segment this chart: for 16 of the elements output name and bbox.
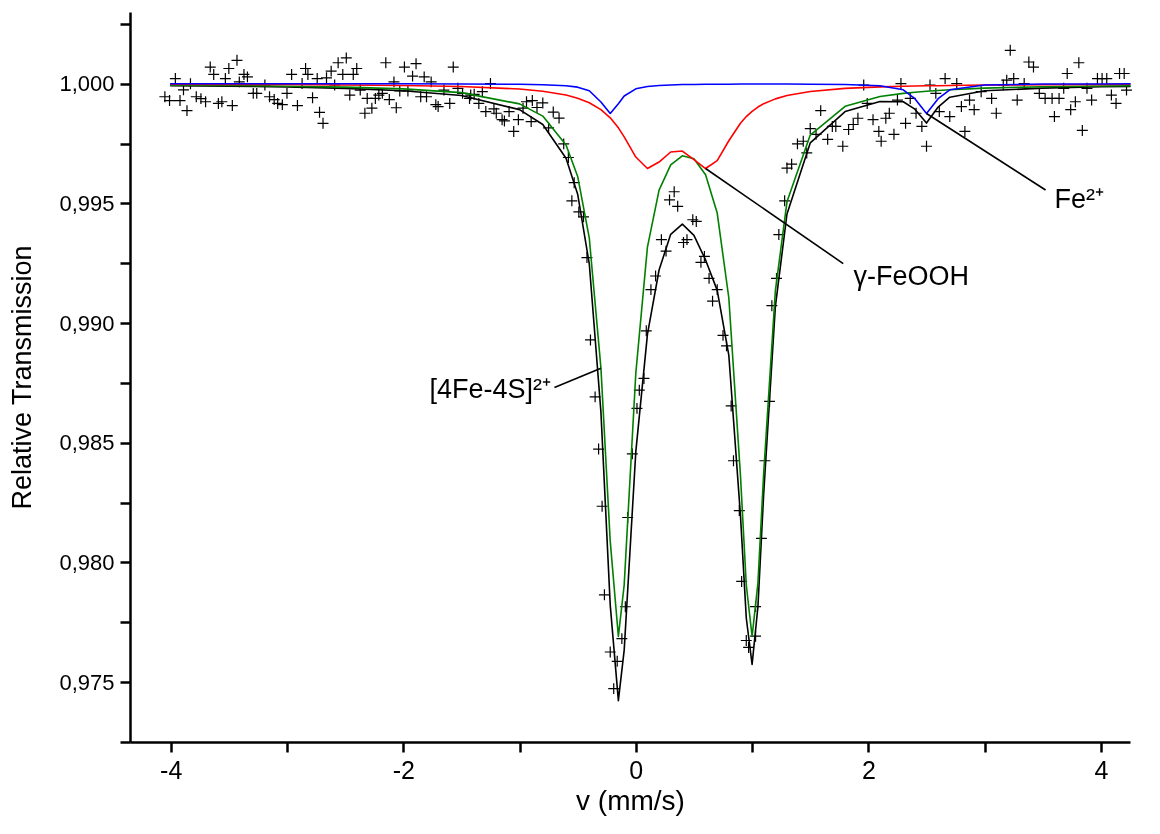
y-tick-label: 0,995 [59,190,115,216]
x-tick-label: 0 [629,755,644,784]
y-tick-label: 0,990 [59,310,115,336]
x-axis-title: v (mm/s) [576,784,685,816]
x-tick-label: -4 [160,755,183,784]
text: γ-FeOOH [853,260,970,291]
y-tick-label: 0,980 [59,549,115,575]
x-tick-label: 2 [861,755,876,784]
y-axis-title: Relative Transmission [7,245,38,510]
y-tick-label: 1,000 [59,71,115,97]
series-label: [4Fe-4S]²⁺ [429,374,551,405]
y-tick-label: 0,985 [59,430,115,456]
x-tick-label: -2 [392,755,415,784]
text: Fe²⁺ [1054,184,1105,215]
y-tick-label: 0,975 [59,669,115,695]
x-tick-label: 4 [1094,755,1109,784]
